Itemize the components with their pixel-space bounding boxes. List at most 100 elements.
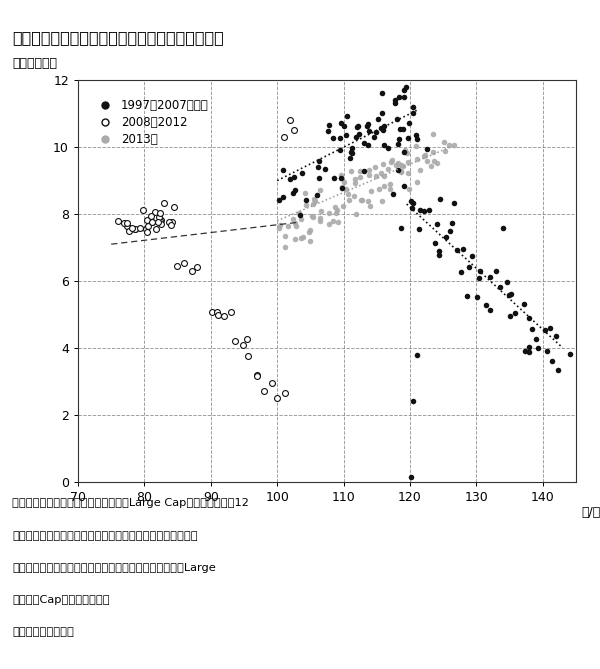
Point [305,225,314,235]
Point [404,118,413,128]
Point [369,132,379,142]
Point [407,203,417,213]
Point [485,305,494,316]
Point [280,388,290,399]
Point [395,134,404,145]
Point [449,140,459,151]
Point [370,162,380,173]
Point [259,386,269,397]
Point [402,148,412,159]
Point [409,396,418,407]
Point [335,145,344,155]
Point [324,218,334,229]
Point [359,137,369,148]
Point [274,194,284,205]
Point [356,165,365,176]
Point [283,221,293,231]
Point [359,165,369,176]
Point [296,213,306,224]
Point [344,194,354,205]
Point [312,190,322,201]
Point [385,178,394,189]
Point [330,202,340,213]
Point [272,393,282,404]
Point [154,217,163,227]
Point [387,155,397,165]
Point [371,171,381,181]
Point [506,310,515,321]
Point [148,216,157,227]
Point [364,169,373,180]
Point [352,209,361,219]
Point [412,130,421,140]
Point [355,172,364,183]
Point [379,120,389,131]
Point [439,136,449,147]
Point [346,166,356,177]
Point [157,214,166,225]
Point [212,306,222,317]
Point [343,189,353,199]
Point [301,199,311,210]
Point [345,153,355,163]
Point [519,298,529,309]
Text: Cap（除く金融）。: Cap（除く金融）。 [12,595,110,605]
Point [143,220,153,231]
Point [377,88,386,99]
Point [378,125,388,136]
Point [353,121,362,132]
Point [230,336,240,347]
Point [341,183,351,194]
Point [499,223,508,233]
Text: カ月後予想税引き利益をもとに計算。月次ベース。: カ月後予想税引き利益をもとに計算。月次ベース。 [12,531,197,541]
Point [244,351,253,361]
Point [166,220,176,231]
Point [565,349,575,359]
Point [463,291,472,302]
Point [376,122,386,133]
Point [371,126,381,137]
Point [553,365,563,375]
Point [188,266,197,276]
Point [138,205,148,215]
Point [403,132,413,143]
Point [295,210,304,221]
Point [376,168,386,179]
Point [315,215,325,226]
Point [127,223,137,234]
Point [379,159,388,169]
Point [146,210,156,221]
Point [524,312,534,323]
Point [386,157,395,167]
Point [334,217,343,227]
Point [397,159,406,170]
Point [383,142,392,153]
Point [347,142,356,153]
Point [408,198,418,209]
Point [412,349,421,360]
Point [390,94,400,105]
Point [280,231,290,242]
Point [399,92,409,103]
Point [285,173,295,184]
Point [275,219,285,230]
Text: ＲＯＥ（％）: ＲＯＥ（％） [12,58,57,70]
Point [310,196,320,207]
Point [396,165,406,176]
Point [332,207,341,218]
Point [279,132,289,142]
Point [403,157,413,167]
Point [383,163,393,174]
Point [430,237,440,248]
Point [213,310,223,321]
Point [308,199,317,209]
Point [485,271,495,282]
Point [440,145,449,156]
Point [130,223,140,234]
Point [351,131,361,142]
Point [142,215,152,225]
Point [155,216,165,227]
Point [542,346,552,357]
Point [428,129,438,140]
Point [164,217,174,227]
